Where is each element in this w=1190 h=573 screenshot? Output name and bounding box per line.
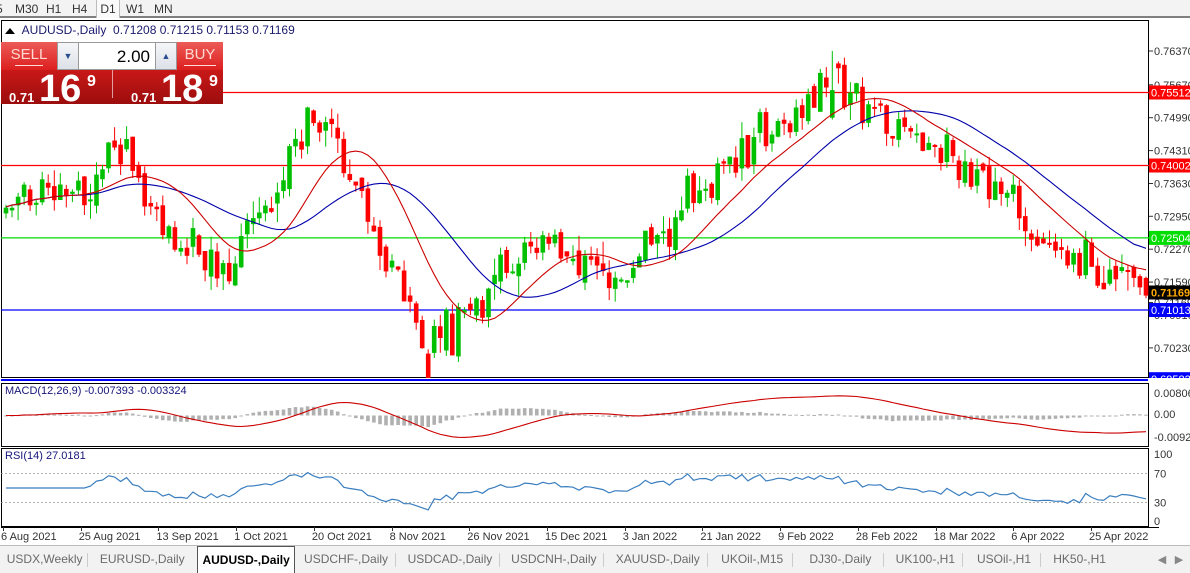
svg-text:30: 30 [1154, 497, 1166, 509]
svg-text:0.76370: 0.76370 [1154, 46, 1190, 58]
svg-text:0.74002: 0.74002 [1151, 161, 1190, 173]
svg-text:0.008061: 0.008061 [1154, 388, 1190, 400]
svg-text:0.71013: 0.71013 [1151, 305, 1190, 317]
svg-text:0.72504: 0.72504 [1151, 233, 1190, 245]
svg-text:0.74990: 0.74990 [1154, 113, 1190, 125]
svg-text:100: 100 [1154, 449, 1172, 461]
svg-text:0.69582: 0.69582 [1151, 374, 1190, 378]
svg-text:0.75512: 0.75512 [1151, 88, 1190, 100]
svg-text:0.00: 0.00 [1154, 409, 1175, 421]
svg-text:0.70230: 0.70230 [1154, 343, 1190, 355]
svg-text:0.74310: 0.74310 [1154, 146, 1190, 158]
svg-text:70: 70 [1154, 469, 1166, 481]
svg-text:0.73630: 0.73630 [1154, 179, 1190, 191]
svg-text:0.71169: 0.71169 [1151, 288, 1190, 300]
svg-text:0.72950: 0.72950 [1154, 211, 1190, 223]
svg-text:0.72270: 0.72270 [1154, 244, 1190, 256]
svg-text:-0.009288: -0.009288 [1154, 432, 1190, 444]
